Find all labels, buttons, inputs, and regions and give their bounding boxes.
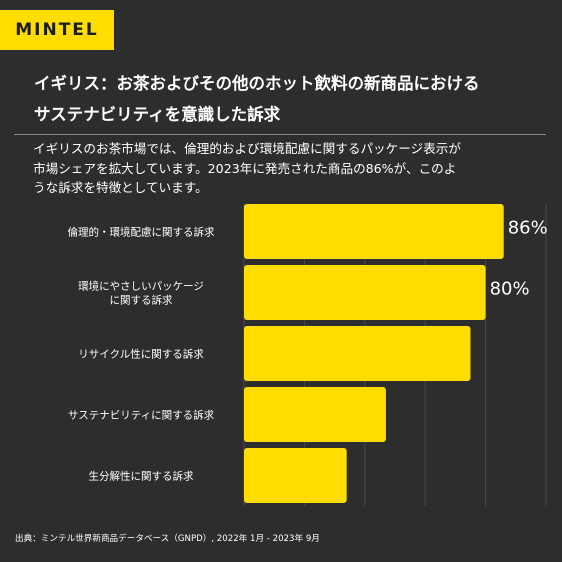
category-label: 倫理的・環境配慮に関する訴求 bbox=[68, 226, 215, 239]
value-label: 80% bbox=[490, 279, 530, 300]
description-line-1: イギリスのお茶市場では、倫理的および環境配慮に関するパッケージ表示が bbox=[33, 141, 461, 156]
bar bbox=[244, 265, 486, 320]
title-divider bbox=[14, 134, 546, 135]
bar bbox=[244, 204, 504, 259]
mintel-logo: MINTEL bbox=[0, 10, 114, 50]
category-labels: 倫理的・環境配慮に関する訴求環境にやさしいパッケージに関する訴求リサイクル性に関… bbox=[68, 226, 215, 483]
category-label: 環境にやさしいパッケージ bbox=[78, 280, 204, 293]
page-title: イギリス：お茶およびその他のホット飲料の新商品における サステナビリティを意識し… bbox=[34, 68, 544, 130]
category-label: リサイクル性に関する訴求 bbox=[78, 348, 204, 361]
title-line-1: イギリス：お茶およびその他のホット飲料の新商品における bbox=[34, 74, 480, 93]
category-label: に関する訴求 bbox=[110, 294, 173, 307]
value-labels: 86% 80% bbox=[490, 218, 548, 300]
bar bbox=[244, 326, 471, 381]
category-label: 生分解性に関する訴求 bbox=[89, 470, 194, 483]
category-label: サステナビリティに関する訴求 bbox=[68, 409, 215, 422]
description: イギリスのお茶市場では、倫理的および環境配慮に関するパッケージ表示が 市場シェア… bbox=[33, 139, 545, 198]
value-label: 86% bbox=[508, 218, 548, 239]
source-note: 出典：ミンテル世界新商品データベース（GNPD）, 2022年 1月 - 202… bbox=[15, 534, 320, 544]
bar bbox=[244, 448, 347, 503]
description-line-2: 市場シェアを拡大しています。2023年に発売された商品の86%が、このよ bbox=[33, 160, 457, 176]
bars bbox=[244, 204, 504, 503]
title-line-2: サステナビリティを意識した訴求 bbox=[34, 105, 281, 124]
bar bbox=[244, 387, 386, 442]
description-line-3: うな訴求を特徴としています。 bbox=[33, 180, 208, 195]
